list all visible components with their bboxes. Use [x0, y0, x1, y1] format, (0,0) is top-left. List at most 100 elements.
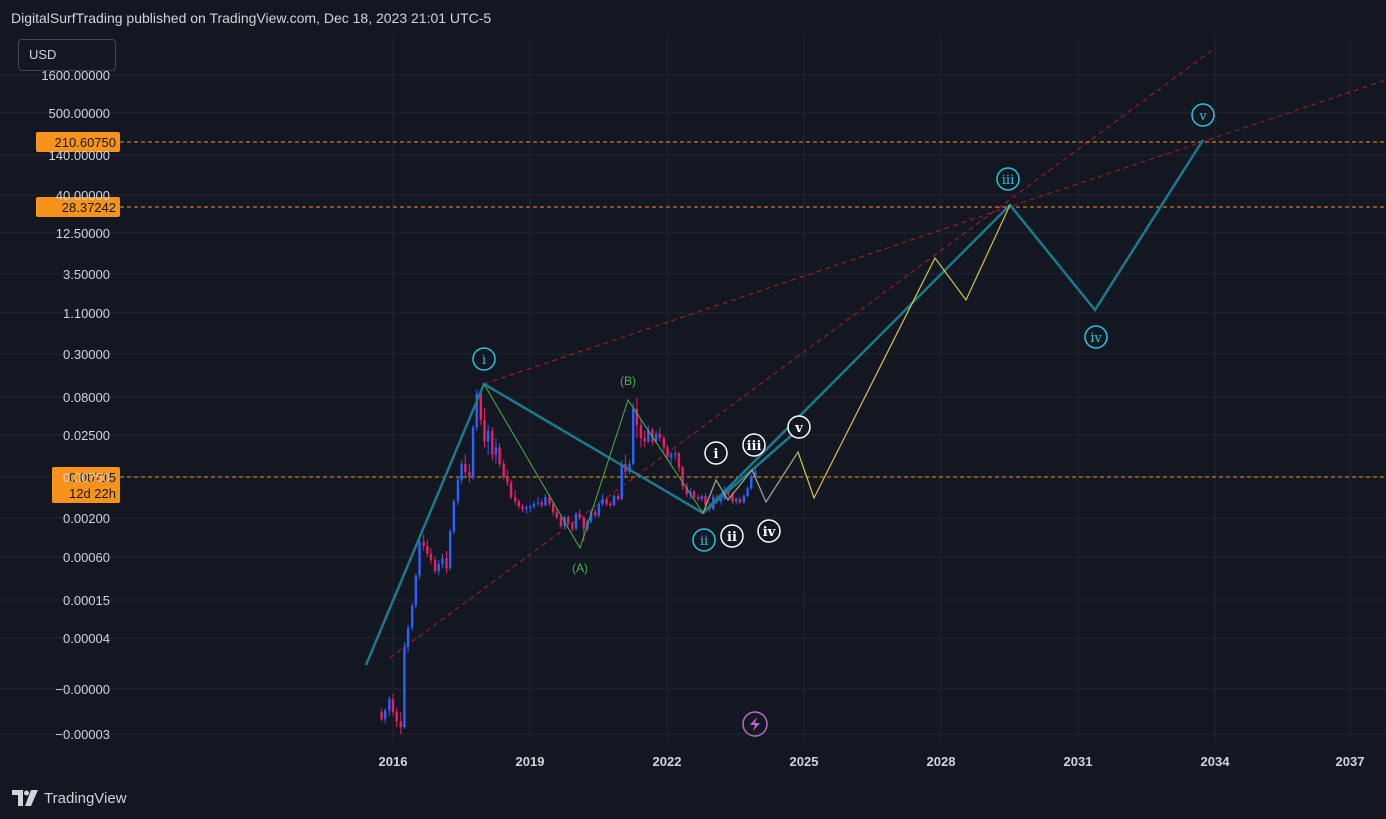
- x-tick-label: 2037: [1336, 754, 1365, 769]
- y-tick-label: 500.00000: [49, 106, 110, 121]
- wave-label: (B): [620, 374, 636, 388]
- wave-label-circle: [742, 433, 766, 457]
- y-tick-label: 0.08000: [63, 390, 110, 405]
- candle-body: [677, 453, 681, 468]
- y-tick-label: 0.00200: [63, 511, 110, 526]
- candle-body: [559, 517, 563, 527]
- green-abc-path: [483, 383, 704, 550]
- teal-wave-path: [364, 139, 1205, 666]
- candle-body: [639, 425, 643, 439]
- candle-body: [429, 553, 433, 561]
- price-chart[interactable]: iiiiivv(A)(B)(C)iiiiiiiiivv210.6075028.3…: [0, 36, 1386, 776]
- wave-label: iii: [747, 439, 762, 454]
- candle-body: [696, 497, 700, 500]
- lightning-icon: [742, 711, 768, 737]
- candle-body: [384, 710, 387, 720]
- candle-body: [594, 512, 597, 516]
- candle-body: [406, 627, 410, 648]
- wave-label: v: [1198, 109, 1207, 124]
- candle-body: [685, 486, 688, 495]
- candle-body: [589, 512, 593, 522]
- price-label-box: [36, 197, 120, 217]
- candle-body: [525, 507, 528, 510]
- x-tick-label: 2025: [790, 754, 819, 769]
- currency-selector[interactable]: USD: [18, 39, 116, 71]
- wave-label: iv: [763, 525, 776, 540]
- candle-body: [445, 558, 448, 569]
- candle-body: [494, 447, 498, 455]
- candle-body: [544, 497, 547, 505]
- candle-body: [620, 463, 623, 500]
- candle-body: [540, 502, 543, 505]
- candle-body: [692, 491, 696, 498]
- wave-label-circle: [787, 415, 811, 439]
- y-tick-label: 0.00004: [63, 631, 110, 646]
- wave-label-circle: [996, 167, 1020, 191]
- candle-body: [517, 501, 521, 507]
- candle-body: [441, 558, 444, 564]
- candle-body: [647, 429, 650, 442]
- candle-body: [742, 496, 746, 503]
- y-tick-label: 140.00000: [49, 148, 110, 163]
- wave-label: iv: [1090, 331, 1102, 346]
- candle-body: [464, 463, 467, 472]
- candle-body: [704, 496, 707, 505]
- x-tick-label: 2019: [516, 754, 545, 769]
- price-label: 0.00715: [69, 470, 116, 485]
- candle-body: [395, 712, 398, 722]
- candle-body: [532, 503, 536, 507]
- candle-body: [662, 438, 666, 448]
- candle-body: [468, 471, 471, 477]
- candle-body: [529, 506, 532, 508]
- candle-body: [628, 463, 631, 472]
- wave-label: v: [794, 421, 803, 436]
- price-label-countdown: 12d 22h: [69, 486, 116, 501]
- candle-body: [491, 430, 494, 455]
- candle-body: [388, 699, 391, 711]
- wave-label-circle: [692, 528, 716, 552]
- candle-body: [486, 430, 490, 442]
- candle-body: [666, 447, 669, 458]
- candle-body: [551, 503, 555, 513]
- candle-body: [746, 488, 749, 497]
- candle-body: [433, 560, 437, 572]
- candle-body: [502, 463, 505, 477]
- candle-body: [548, 497, 551, 504]
- wave-label: iii: [1002, 173, 1014, 188]
- candle-body: [574, 513, 578, 529]
- candle-body: [601, 499, 604, 504]
- price-label: 28.37242: [62, 200, 116, 215]
- candle-body: [635, 408, 639, 426]
- candle-body: [380, 712, 383, 720]
- wave-label: i: [714, 447, 719, 462]
- candle-body: [513, 497, 517, 502]
- y-tick-label: 12.50000: [56, 226, 110, 241]
- y-tick-label: 40.00000: [56, 188, 110, 203]
- candle-body: [456, 479, 460, 502]
- wave-label: ii: [700, 534, 708, 549]
- x-tick-label: 2016: [379, 754, 408, 769]
- candle-body: [418, 541, 421, 576]
- candle-body: [475, 393, 478, 428]
- wave-label-circle: [472, 347, 496, 371]
- red-dashed-trendline: [483, 79, 1386, 385]
- price-label: 210.60750: [55, 135, 116, 150]
- candle-body: [605, 499, 608, 504]
- candle-body: [403, 647, 406, 728]
- candle-body: [460, 463, 463, 480]
- candle-body: [609, 503, 612, 505]
- wave-label: (A): [572, 561, 588, 575]
- y-tick-label: 0.00015: [63, 593, 110, 608]
- tradingview-footer[interactable]: TradingView: [12, 784, 127, 812]
- candle-body: [391, 699, 395, 713]
- candle-body: [616, 496, 620, 500]
- candle-body: [437, 563, 440, 572]
- candle-body: [506, 476, 509, 483]
- candle-body: [631, 408, 635, 464]
- candle-body: [422, 541, 425, 546]
- candle-body: [654, 433, 658, 442]
- chart-panel[interactable]: iiiiivv(A)(B)(C)iiiiiiiiivv210.6075028.3…: [0, 36, 1386, 776]
- publisher-header: DigitalSurfTrading published on TradingV…: [11, 10, 492, 26]
- candle-body: [750, 476, 753, 489]
- candle-body: [754, 471, 757, 477]
